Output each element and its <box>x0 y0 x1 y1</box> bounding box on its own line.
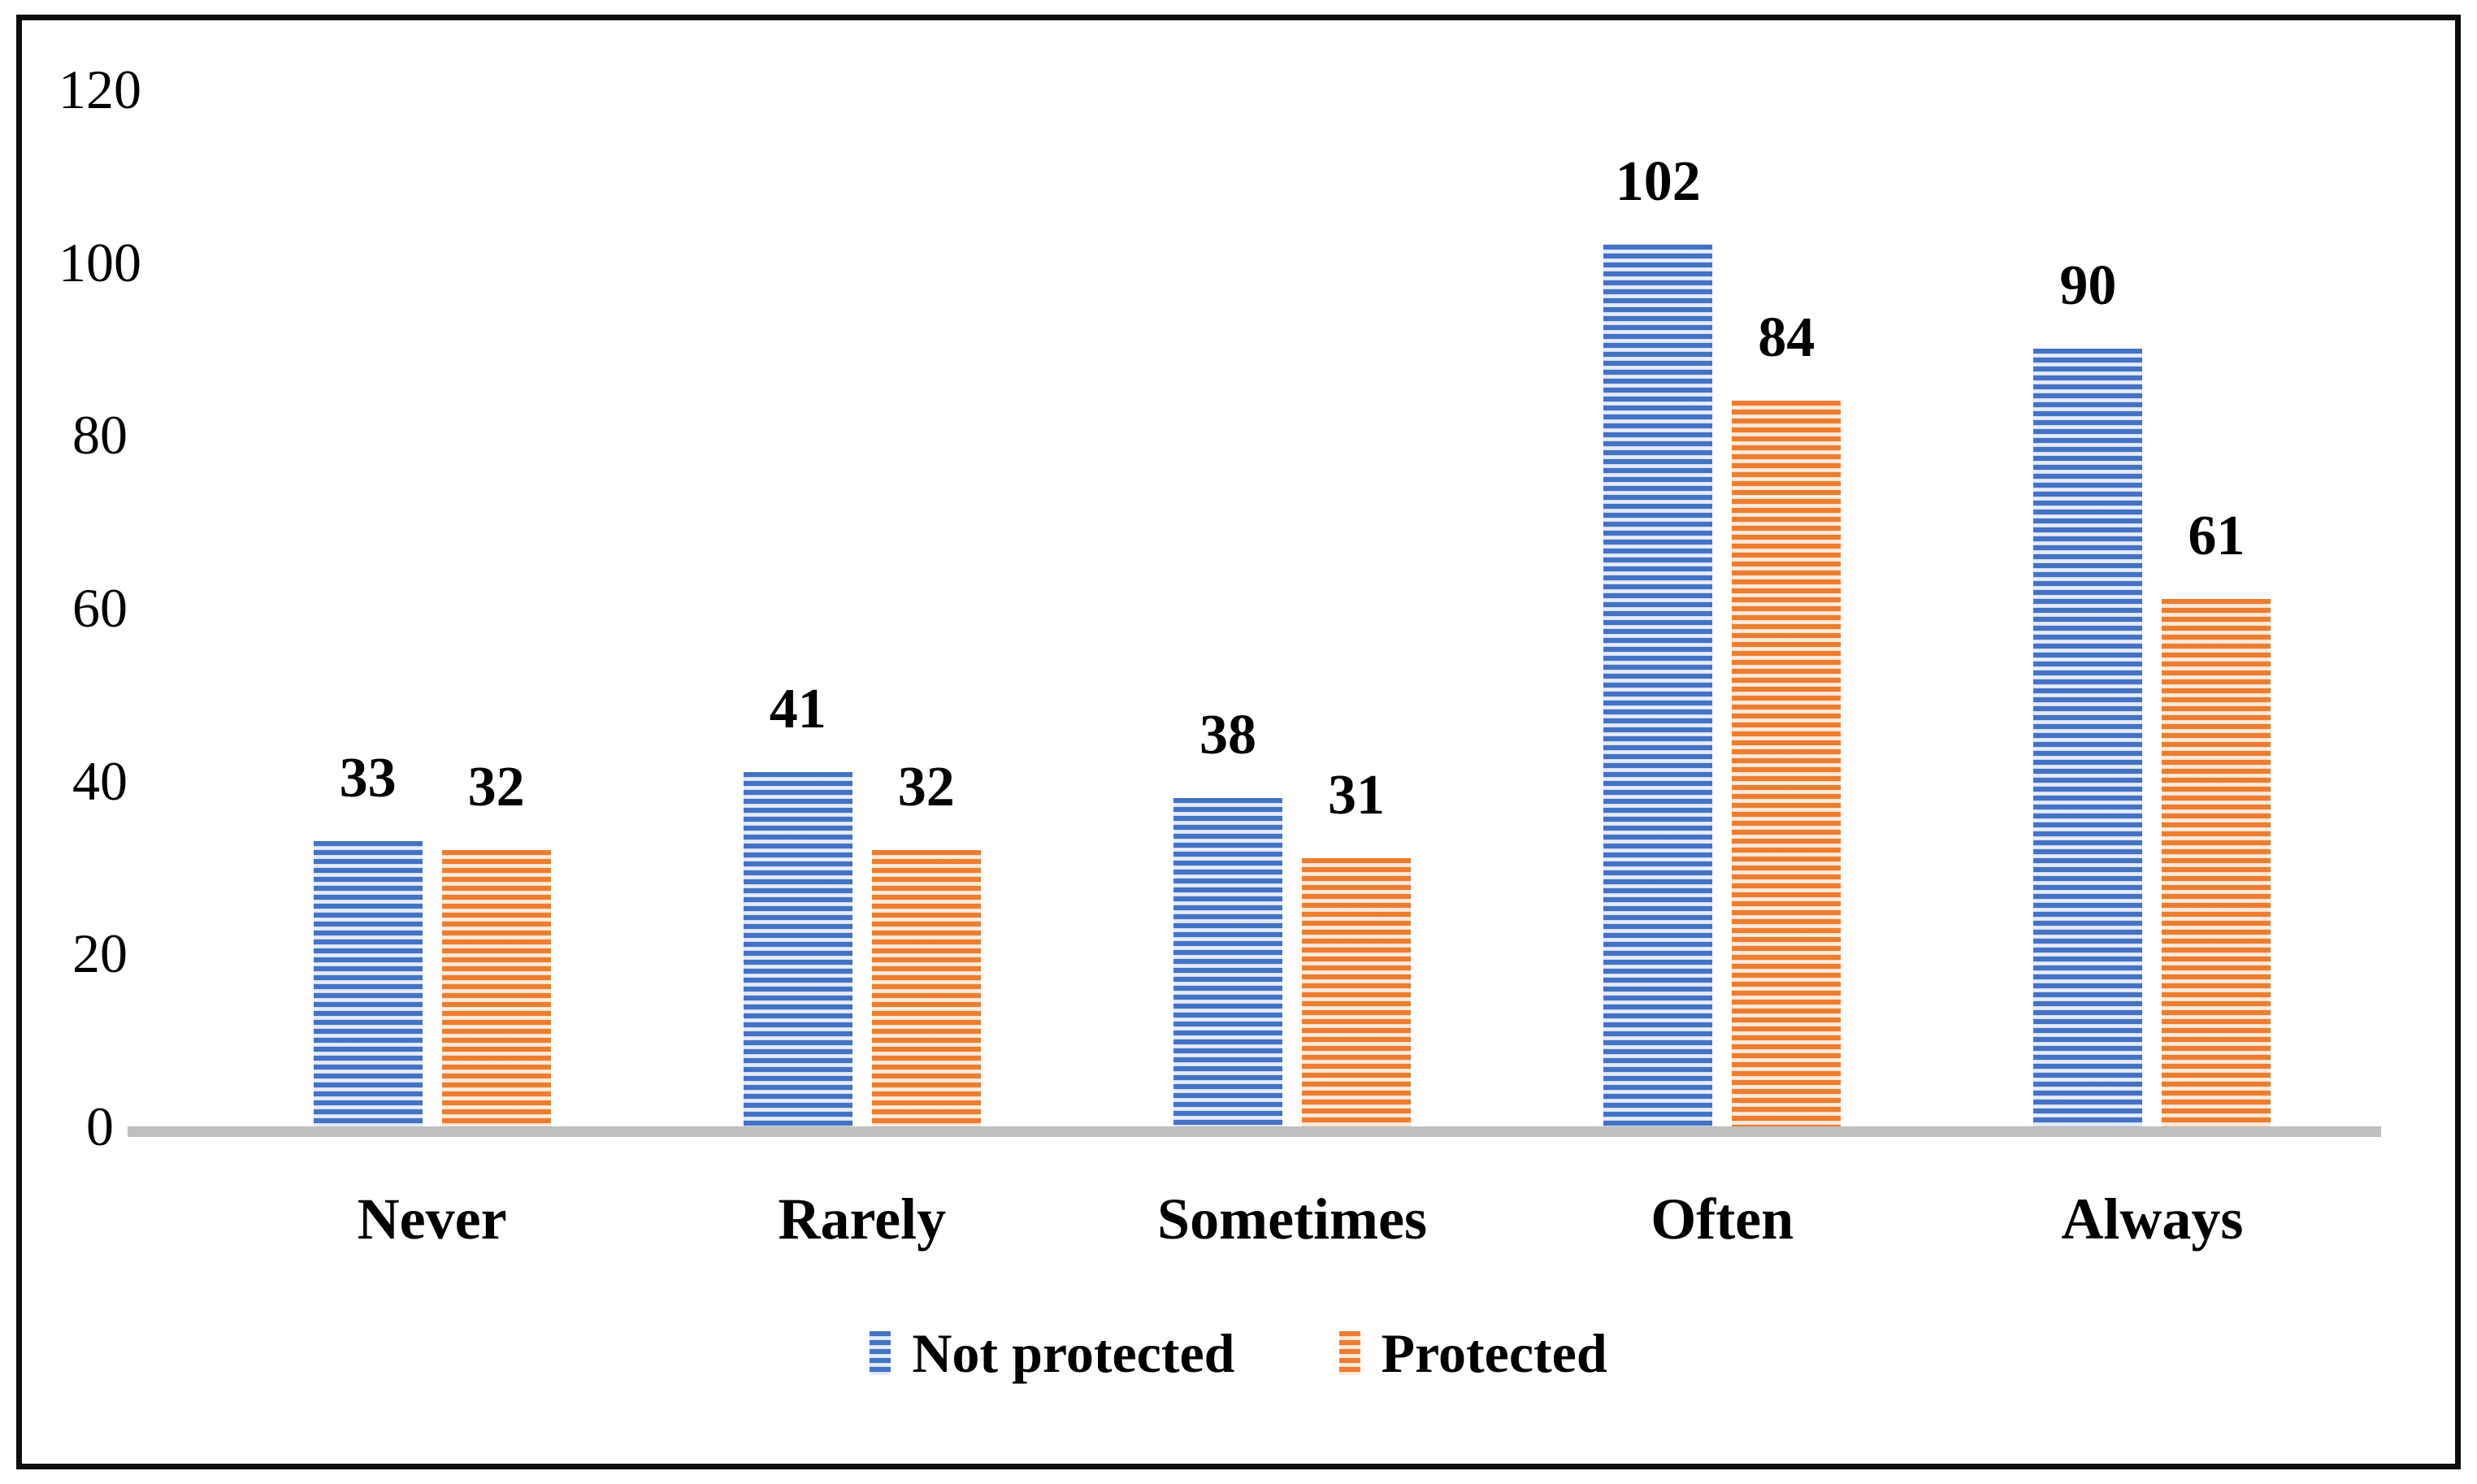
bar-column: 90 <box>2033 254 2143 1126</box>
data-label: 32 <box>897 755 955 818</box>
y-tick-label: 0 <box>86 1096 114 1157</box>
bar-column: 32 <box>871 755 981 1126</box>
data-label: 84 <box>1758 306 1815 369</box>
x-axis-labels: Never Rarely Sometimes Often Always <box>217 1187 2367 1252</box>
data-label: 102 <box>1615 150 1701 214</box>
category-group-often: 102 84 <box>1507 154 1937 1126</box>
legend-label: Protected <box>1381 1322 1607 1384</box>
bar-column: 38 <box>1173 703 1282 1126</box>
data-label: 33 <box>339 747 397 810</box>
bar-column: 102 <box>1603 150 1713 1126</box>
y-axis: 0 20 40 60 80 100 120 <box>22 20 2455 1464</box>
bar-protected-sometimes <box>1302 858 1411 1126</box>
legend-item-protected: Protected <box>1338 1322 1607 1384</box>
category-group-rarely: 41 32 <box>647 681 1077 1126</box>
bar-not-protected-sometimes <box>1173 797 1282 1126</box>
bar-column: 84 <box>1732 306 1841 1126</box>
y-tick-label: 120 <box>59 59 141 120</box>
data-label: 41 <box>769 678 826 741</box>
legend-marker-icon <box>870 1331 891 1375</box>
bar-protected-often <box>1732 400 1841 1126</box>
bar-column: 61 <box>2162 508 2271 1126</box>
plot-area: 33 32 41 32 38 31 102 84 90 61 <box>217 89 2367 1126</box>
x-axis-label-often: Often <box>1651 1187 1794 1252</box>
bar-protected-always <box>2162 599 2271 1126</box>
category-group-never: 33 32 <box>217 750 647 1126</box>
bar-column: 31 <box>1302 767 1411 1126</box>
data-label: 32 <box>467 755 525 818</box>
category-group-always: 90 61 <box>1937 258 2367 1126</box>
y-tick-label: 100 <box>59 231 141 293</box>
x-axis-label-never: Never <box>357 1187 507 1252</box>
y-tick-label: 60 <box>72 577 128 639</box>
chart-frame: 0 20 40 60 80 100 120 33 32 41 32 38 31 102 84 90 61 Ne… <box>16 15 2461 1469</box>
bar-protected-rarely <box>871 849 981 1126</box>
bar-not-protected-always <box>2033 349 2143 1126</box>
x-axis-label-rarely: Rarely <box>778 1187 947 1252</box>
y-tick-label: 80 <box>72 404 128 466</box>
bar-not-protected-rarely <box>743 772 852 1126</box>
legend-marker-icon <box>1338 1331 1360 1375</box>
data-label: 61 <box>2188 505 2245 568</box>
data-label: 38 <box>1199 703 1256 766</box>
legend: Not protected Protected <box>22 1326 2455 1381</box>
legend-label: Not protected <box>912 1322 1235 1384</box>
x-axis-label-always: Always <box>2061 1187 2244 1252</box>
y-tick-label: 40 <box>72 749 128 812</box>
y-tick-label: 20 <box>72 922 128 985</box>
bar-column: 32 <box>441 755 551 1126</box>
bar-column: 41 <box>743 678 852 1126</box>
x-axis-line <box>128 1126 2381 1137</box>
bar-not-protected-often <box>1603 245 1713 1126</box>
chart-area: 0 20 40 60 80 100 120 33 32 41 32 38 31 102 84 90 61 Ne… <box>22 20 2455 1464</box>
legend-item-not-protected: Not protected <box>870 1322 1235 1384</box>
category-group-sometimes: 38 31 <box>1077 703 1507 1126</box>
data-label: 90 <box>2059 254 2117 317</box>
bar-not-protected-never <box>313 841 423 1126</box>
bar-column: 33 <box>313 747 423 1126</box>
bar-protected-never <box>441 849 551 1126</box>
x-axis-label-sometimes: Sometimes <box>1157 1187 1427 1252</box>
data-label: 31 <box>1328 764 1385 827</box>
